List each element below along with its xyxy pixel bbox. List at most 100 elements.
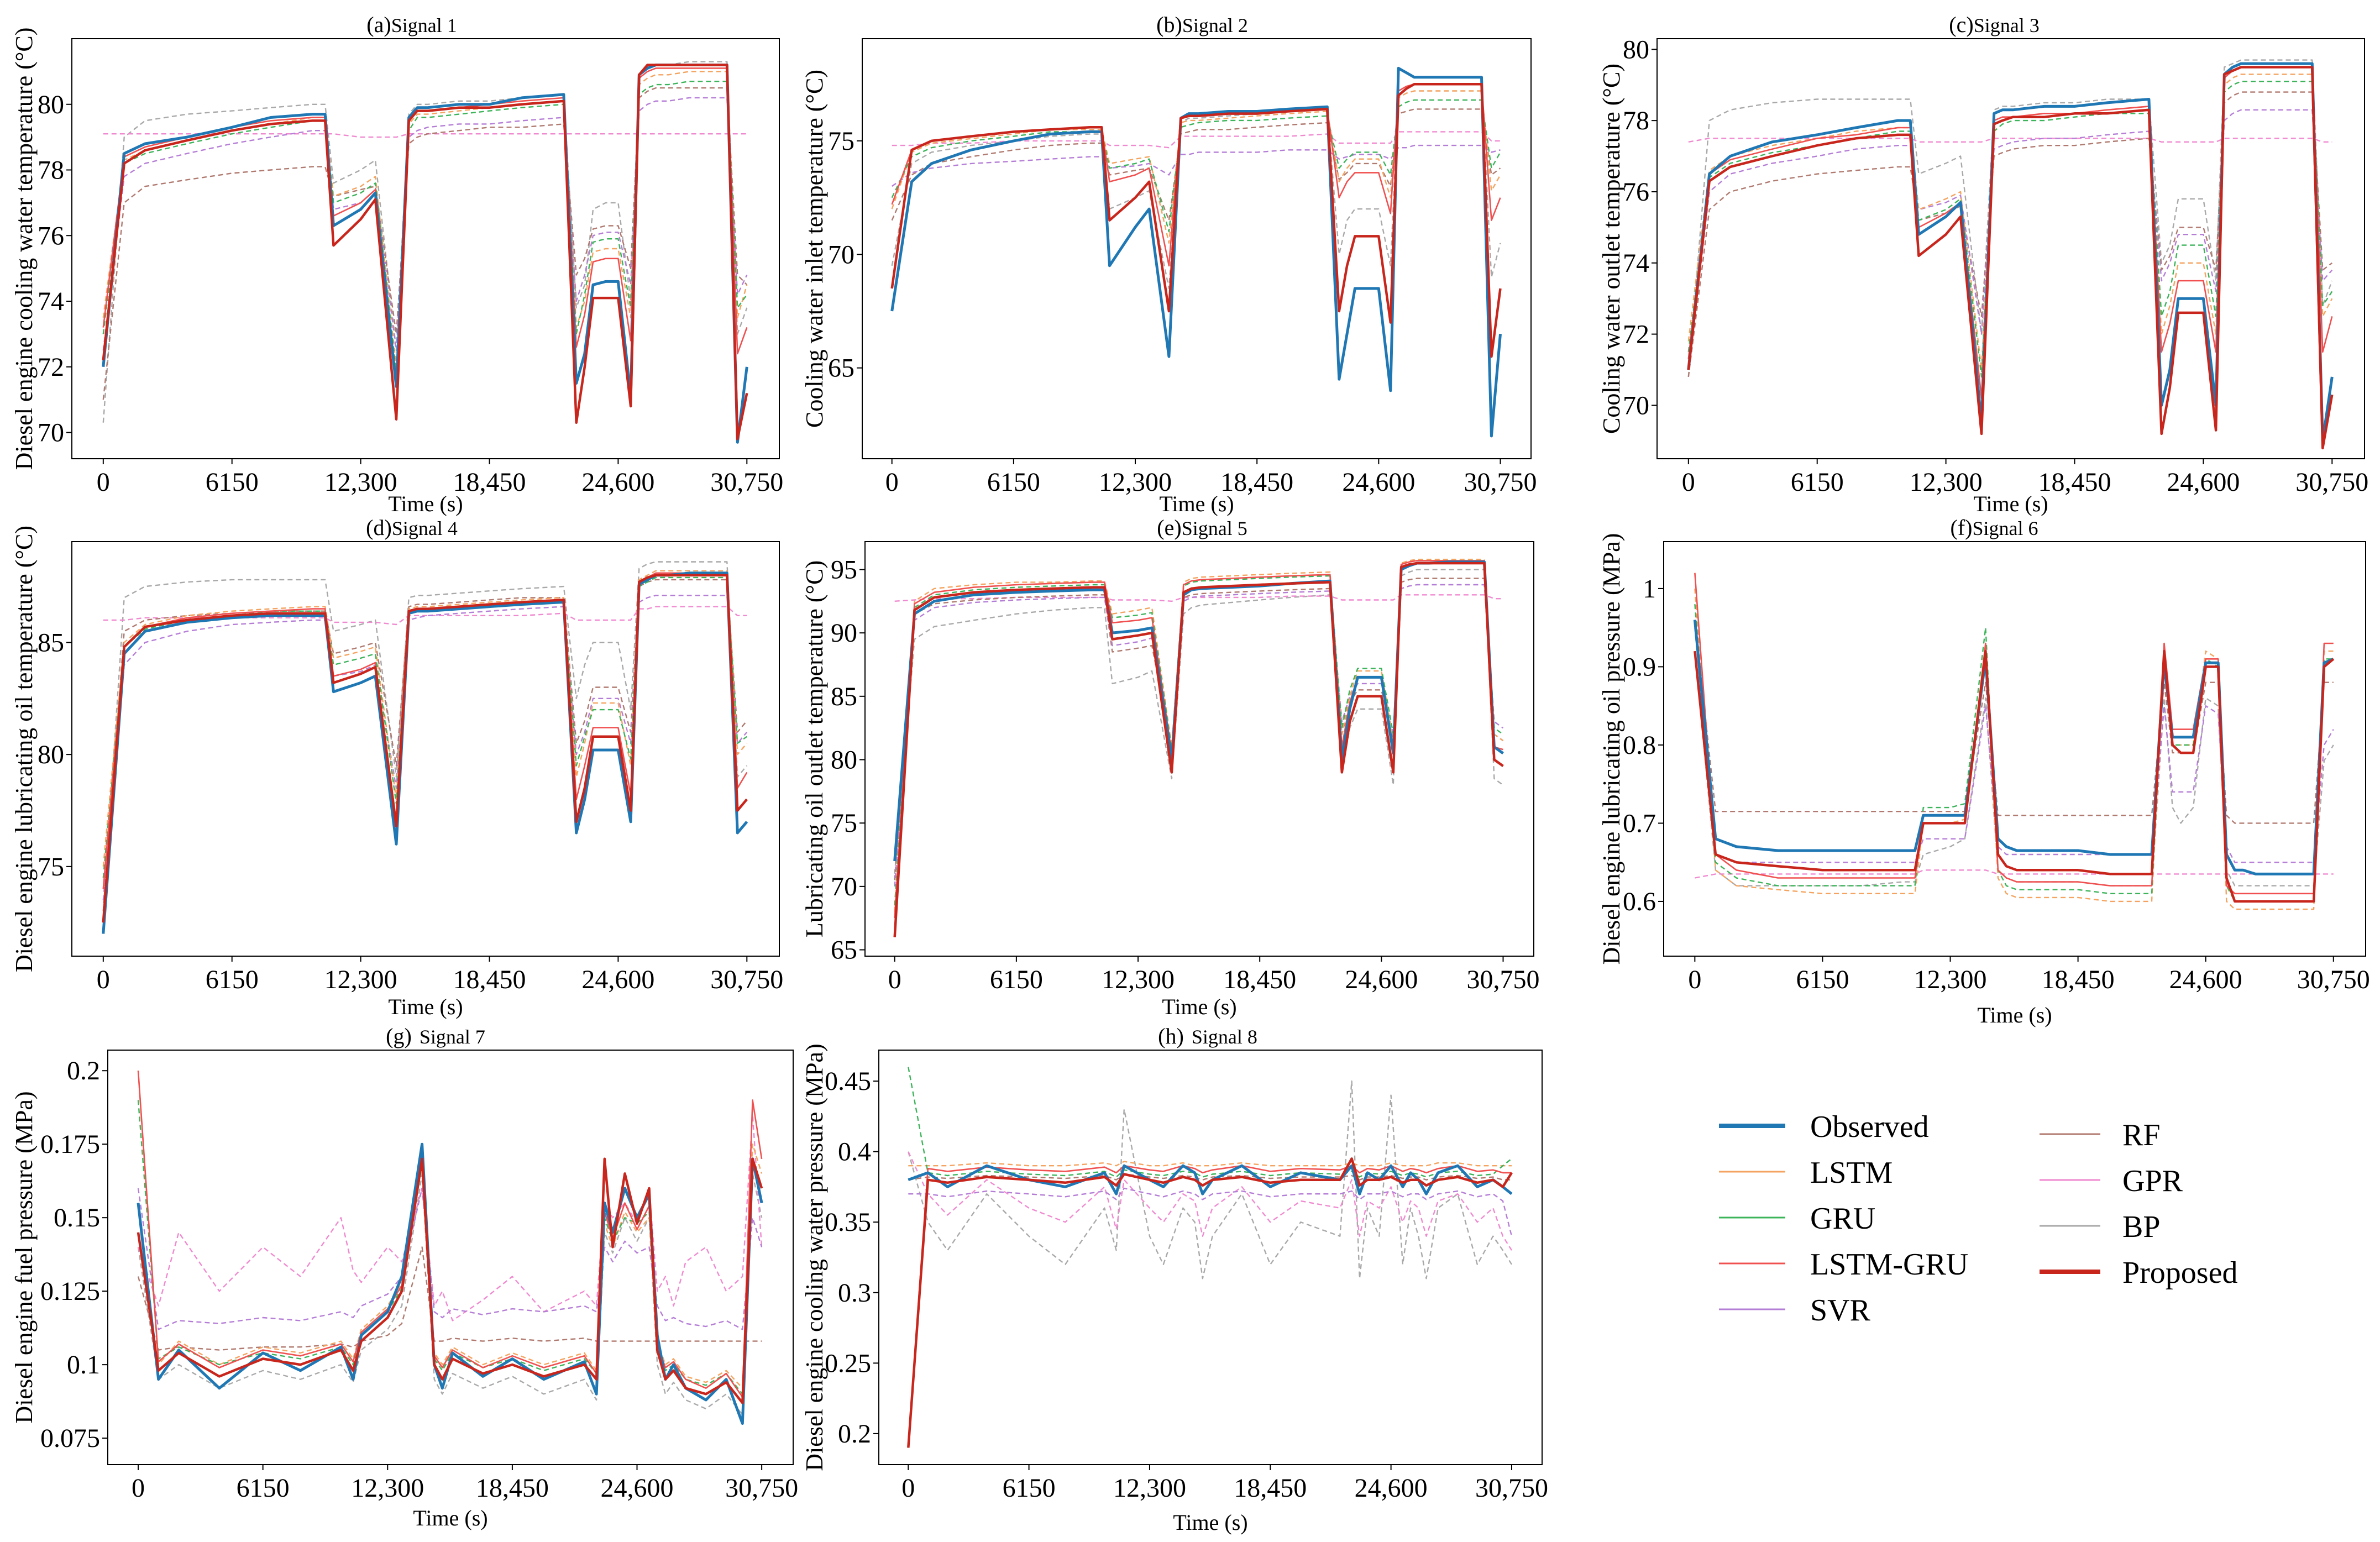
x-tick-label: 0 <box>901 1473 915 1503</box>
svg-text:(g)Signal 7: (g) Signal 7 <box>386 1024 485 1048</box>
y-tick-label: 0.2 <box>838 1419 871 1449</box>
legend-label-svr: SVR <box>1810 1293 1871 1328</box>
series-line-svr-panel-g <box>137 1187 763 1330</box>
panel-a-frame <box>71 38 780 459</box>
x-tick-label: 18,450 <box>1234 1473 1307 1503</box>
x-tick-label: 18,450 <box>476 1473 549 1503</box>
legend-label-lstm-gru: LSTM-GRU <box>1810 1247 1968 1282</box>
x-tick-label: 30,750 <box>2297 965 2370 994</box>
series-line-proposed-panel-h <box>907 1157 1513 1448</box>
legend-item-svr: SVR <box>1719 1293 1871 1328</box>
y-tick-label: 1 <box>1643 574 1656 604</box>
y-tick-label: 85 <box>38 628 64 657</box>
x-tick-label: 12,300 <box>351 1473 424 1503</box>
panel-f-title: Signal 6 <box>1972 517 2038 539</box>
series-line-bp-panel-h <box>908 1080 1513 1279</box>
svg-text:(a)Signal 1: (a)Signal 1 <box>366 12 457 37</box>
series-line-lstm-panel-d <box>102 570 748 867</box>
series-line-svr-panel-c <box>1687 109 2333 370</box>
series-line-gpr-panel-b <box>892 131 1501 149</box>
panel-c-series <box>1687 59 2334 449</box>
x-tick-label: 18,450 <box>2038 468 2111 497</box>
panel-d-prefix: (d) <box>366 515 392 540</box>
series-line-proposed-panel-d <box>102 574 748 923</box>
panel-g-xlabel: Time (s) <box>413 1506 487 1530</box>
x-tick-label: 30,750 <box>710 965 783 994</box>
legend-label-gru: GRU <box>1810 1202 1875 1236</box>
panel-a-x-ticks: 0 6150 12,300 18,450 24,600 30,750 <box>97 459 783 497</box>
panel-c-title: Signal 3 <box>1974 14 2040 36</box>
panel-b-frame <box>862 38 1532 459</box>
series-line-observed-panel-f <box>1693 620 2334 875</box>
x-tick-label: 6150 <box>206 468 259 497</box>
series-line-lstm-gru-panel-f <box>1694 573 2334 895</box>
series-line-svr-panel-h <box>908 1187 1513 1236</box>
y-tick-label: 0.4 <box>838 1137 871 1167</box>
legend-label-rf: RF <box>2122 1118 2161 1152</box>
y-tick-label: 65 <box>831 936 857 965</box>
legend-item-rf: RF <box>2040 1118 2161 1152</box>
panel-e-xlabel: Time (s) <box>1162 994 1236 1019</box>
legend-label-observed: Observed <box>1810 1110 1929 1144</box>
panel-d-frame <box>71 541 780 957</box>
chart-panel-signal-3: (c)Signal 3 0 6150 12,300 18,450 24,600 30,75… <box>1598 12 2368 516</box>
panel-f-y-ticks: 0.6 0.7 0.8 0.9 1 <box>1623 574 1664 916</box>
y-tick-label: 0.8 <box>1623 731 1656 760</box>
y-tick-label: 80 <box>38 90 64 119</box>
x-tick-label: 12,300 <box>324 965 397 994</box>
y-tick-label: 75 <box>828 127 855 156</box>
panel-g-title: Signal 7 <box>420 1026 485 1048</box>
series-line-svr-panel-e <box>894 584 1504 887</box>
svg-text:(f)Signal 6: (f)Signal 6 <box>1951 515 2038 540</box>
chart-panel-signal-2: (b)Signal 2 0 6150 12,300 18,450 24,600 30,75… <box>801 12 1537 516</box>
panel-f-x-ticks: 0 6150 12,300 18,450 24,600 30,750 <box>1688 956 2370 994</box>
x-tick-label: 30,750 <box>2295 468 2368 497</box>
panel-g-y-ticks: 0.075 0.1 0.125 0.15 0.175 0.2 <box>40 1056 108 1453</box>
legend-label-bp: BP <box>2122 1210 2161 1244</box>
legend-item-lstm: LSTM <box>1719 1156 1893 1190</box>
y-tick-label: 65 <box>828 354 855 383</box>
panel-f-frame <box>1663 541 2366 957</box>
y-tick-label: 90 <box>831 618 857 648</box>
panel-d-y-ticks: 75 80 85 <box>38 628 72 882</box>
series-line-proposed-panel-f <box>1694 649 2335 903</box>
series-line-bp-panel-e <box>894 569 1504 874</box>
x-tick-label: 24,600 <box>581 965 654 994</box>
panel-h-x-ticks: 0 6150 12,300 18,450 24,600 30,750 <box>901 1465 1548 1503</box>
chart-panel-signal-5: (e)Signal 5 0 6150 12,300 18,450 24,600 30,75… <box>801 515 1540 1019</box>
x-tick-label: 24,600 <box>1345 965 1418 994</box>
chart-panel-signal-7: (g) Signal 7 0 6150 12,300 18,450 24,600 30,75… <box>11 1024 798 1530</box>
series-line-lstm-panel-g <box>137 1071 763 1389</box>
y-tick-label: 74 <box>38 287 64 316</box>
legend-item-proposed: Proposed <box>2040 1256 2237 1290</box>
series-line-gru-panel-h <box>908 1067 1512 1178</box>
x-tick-label: 12,300 <box>1102 965 1175 994</box>
series-line-proposed-panel-c <box>1687 66 2334 449</box>
panel-c-xlabel: Time (s) <box>1973 491 2048 516</box>
y-tick-label: 70 <box>38 418 64 448</box>
panel-d-xlabel: Time (s) <box>388 994 463 1019</box>
series-line-lstm-panel-a <box>102 71 748 368</box>
series-line-lstm-gru-panel-e <box>894 560 1503 919</box>
x-tick-label: 30,750 <box>1467 965 1540 994</box>
series-line-svr-panel-d <box>102 595 748 900</box>
legend-label-gpr: GPR <box>2122 1164 2183 1198</box>
panel-g-prefix: (g) <box>386 1024 412 1048</box>
panel-c-prefix: (c) <box>1949 12 1973 37</box>
x-tick-label: 12,300 <box>1113 1473 1186 1503</box>
series-line-gpr-panel-d <box>103 606 747 626</box>
y-tick-label: 0.1 <box>67 1350 100 1380</box>
chart-panel-signal-4: (d)Signal 4 0 6150 12,300 18,450 24,600 30,75… <box>11 515 783 1019</box>
panel-g-x-ticks: 0 6150 12,300 18,450 24,600 30,750 <box>132 1465 798 1503</box>
x-tick-label: 0 <box>885 468 899 497</box>
x-tick-label: 18,450 <box>1223 965 1296 994</box>
series-line-proposed-panel-a <box>102 64 748 440</box>
y-tick-label: 0.35 <box>825 1208 871 1237</box>
x-tick-label: 24,600 <box>1355 1473 1428 1503</box>
y-tick-label: 0.125 <box>40 1277 100 1306</box>
y-tick-label: 78 <box>38 156 64 185</box>
y-tick-label: 80 <box>1623 35 1649 64</box>
legend-label-proposed: Proposed <box>2122 1256 2237 1290</box>
x-tick-label: 6150 <box>1003 1473 1056 1503</box>
panel-g-frame <box>107 1050 794 1465</box>
